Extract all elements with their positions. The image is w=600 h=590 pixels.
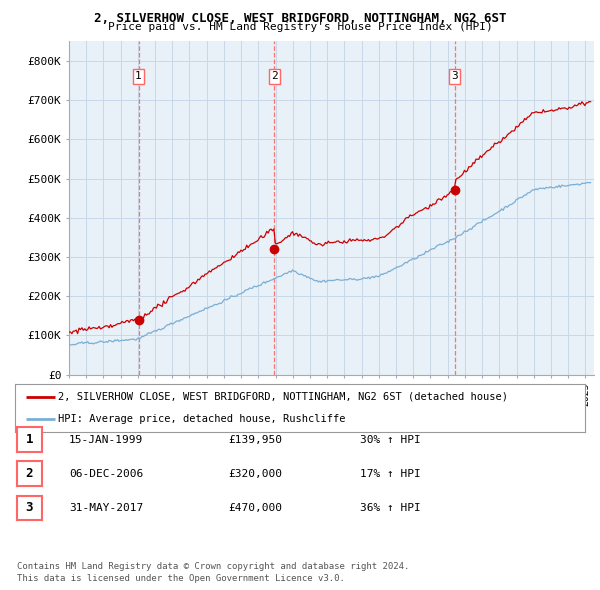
Text: 17% ↑ HPI: 17% ↑ HPI [360,469,421,478]
Text: 2: 2 [271,71,278,81]
Text: 1: 1 [26,433,33,446]
Text: HPI: Average price, detached house, Rushcliffe: HPI: Average price, detached house, Rush… [58,414,345,424]
Text: 36% ↑ HPI: 36% ↑ HPI [360,503,421,513]
Text: This data is licensed under the Open Government Licence v3.0.: This data is licensed under the Open Gov… [17,574,344,583]
Text: 3: 3 [451,71,458,81]
Text: 2, SILVERHOW CLOSE, WEST BRIDGFORD, NOTTINGHAM, NG2 6ST: 2, SILVERHOW CLOSE, WEST BRIDGFORD, NOTT… [94,12,506,25]
Text: 2: 2 [26,467,33,480]
Text: 30% ↑ HPI: 30% ↑ HPI [360,435,421,444]
Text: Price paid vs. HM Land Registry's House Price Index (HPI): Price paid vs. HM Land Registry's House … [107,22,493,32]
Text: 3: 3 [26,502,33,514]
Text: 2, SILVERHOW CLOSE, WEST BRIDGFORD, NOTTINGHAM, NG2 6ST (detached house): 2, SILVERHOW CLOSE, WEST BRIDGFORD, NOTT… [58,392,508,402]
Text: £139,950: £139,950 [228,435,282,444]
Text: Contains HM Land Registry data © Crown copyright and database right 2024.: Contains HM Land Registry data © Crown c… [17,562,409,571]
Text: 31-MAY-2017: 31-MAY-2017 [69,503,143,513]
Text: 1: 1 [135,71,142,81]
Text: £470,000: £470,000 [228,503,282,513]
Text: £320,000: £320,000 [228,469,282,478]
Text: 15-JAN-1999: 15-JAN-1999 [69,435,143,444]
Text: 06-DEC-2006: 06-DEC-2006 [69,469,143,478]
